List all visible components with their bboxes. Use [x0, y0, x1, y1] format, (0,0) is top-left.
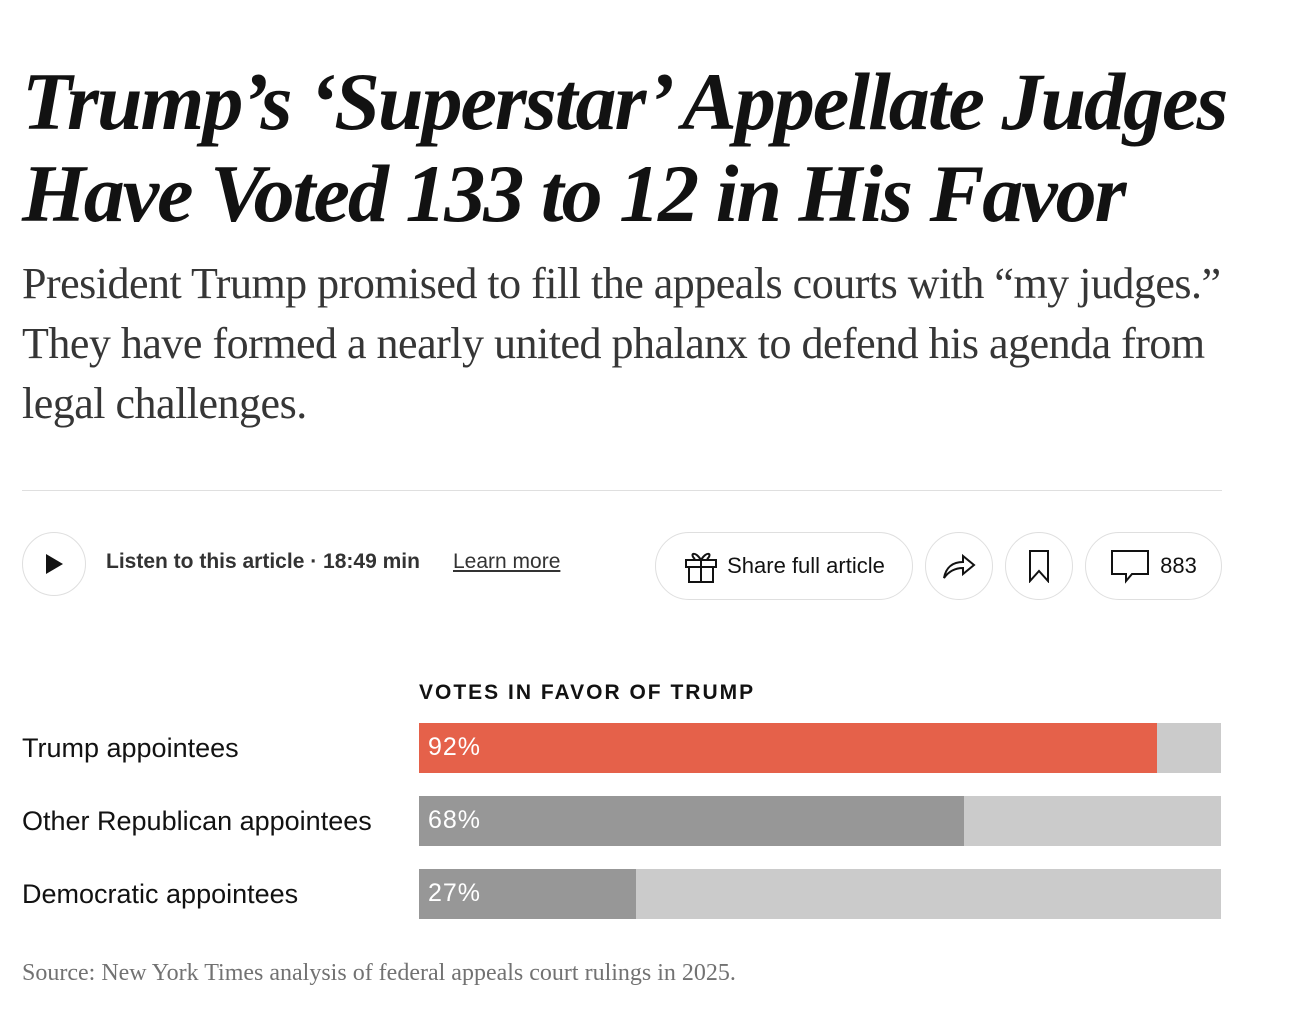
comment-icon [1111, 550, 1150, 584]
play-button[interactable] [22, 532, 86, 596]
bar [419, 869, 636, 919]
bar-value-label: 92% [428, 733, 482, 761]
chart-title: VOTES IN FAVOR OF TRUMP [419, 681, 756, 704]
bar-value-label: 27% [428, 879, 482, 907]
bar-track: 27% [419, 869, 1221, 919]
share-full-article-button[interactable]: Share full article [655, 532, 913, 600]
bookmark-icon [1029, 550, 1049, 583]
play-icon [46, 554, 63, 574]
bar-track: 92% [419, 723, 1221, 773]
bar-category-label: Other Republican appointees [22, 806, 372, 836]
divider [22, 490, 1222, 491]
chart-source: Source: New York Times analysis of feder… [22, 960, 736, 986]
share-button[interactable] [925, 532, 993, 600]
bar-value-label: 68% [428, 806, 482, 834]
bar-track: 68% [419, 796, 1221, 846]
save-bookmark-button[interactable] [1005, 532, 1073, 600]
headline: Trump’s ‘Superstar’ Appellate Judges Hav… [22, 56, 1228, 239]
bar [419, 723, 1157, 773]
comment-count: 883 [1160, 553, 1197, 578]
learn-more-link[interactable]: Learn more [453, 550, 561, 573]
summary: President Trump promised to fill the app… [22, 259, 1221, 428]
share-full-article-label: Share full article [727, 553, 885, 578]
gift-icon [685, 552, 718, 583]
bar-category-label: Democratic appointees [22, 879, 299, 909]
share-arrow-icon [943, 553, 976, 579]
comments-button[interactable]: 883 [1085, 532, 1222, 600]
listen-label: Listen to this article · 18:49 min [106, 550, 420, 573]
bar-category-label: Trump appointees [22, 733, 239, 763]
bar [419, 796, 965, 846]
